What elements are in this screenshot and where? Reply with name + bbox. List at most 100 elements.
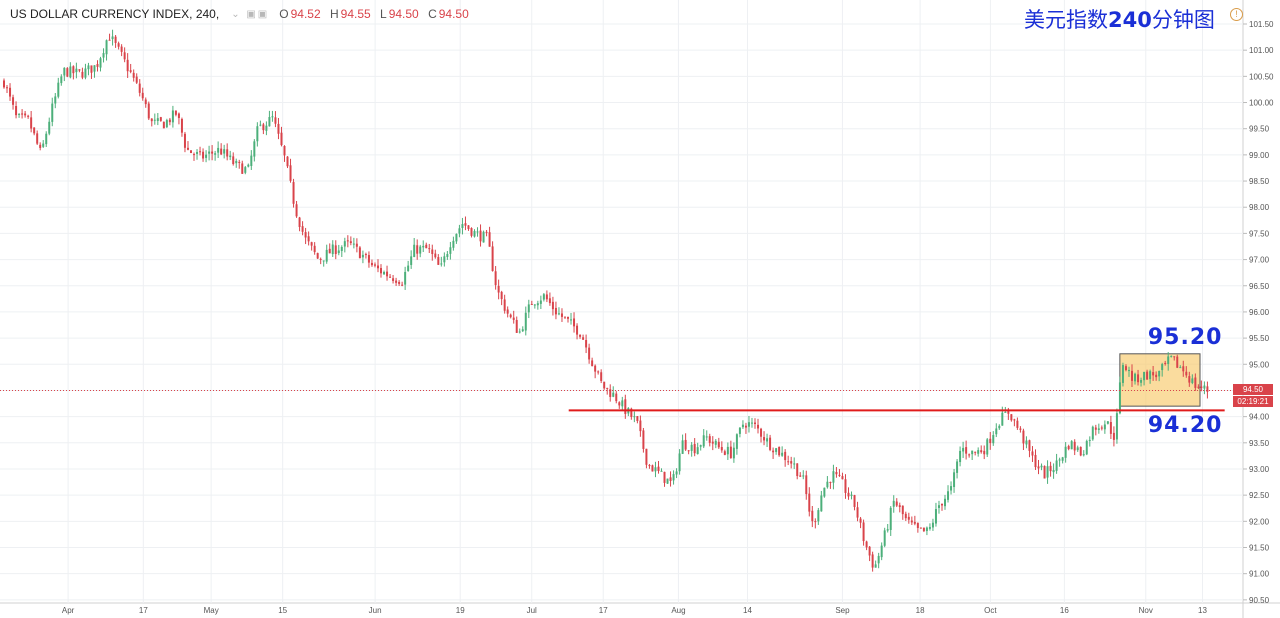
candle-body (380, 268, 383, 274)
y-tick-label: 92.00 (1249, 517, 1270, 526)
ohlc-values: O 94.52 H 94.55 L 94.50 C 94.50 (277, 7, 473, 21)
candle-body (1115, 413, 1118, 440)
candle-body (1031, 451, 1034, 456)
candle-body (738, 427, 741, 434)
legend-buttons[interactable]: ⌄ ▣▣ (231, 8, 270, 20)
x-tick-label: May (204, 606, 219, 615)
candle-body (959, 450, 962, 463)
candle-body (389, 276, 392, 278)
candle-body (904, 513, 907, 519)
price-axis[interactable]: 101.50 101.00 100.50 100.00 99.50 99.00 98.50 9… (1243, 20, 1274, 605)
y-tick-label: 99.50 (1249, 125, 1270, 134)
y-tick-label: 97.00 (1249, 256, 1270, 265)
candle-body (358, 247, 361, 259)
candle-body (500, 291, 503, 300)
candle-body (563, 316, 566, 318)
y-tick-label: 94.00 (1249, 413, 1270, 422)
candle-body (126, 59, 129, 72)
candle-body (660, 470, 663, 472)
candle-body (202, 151, 205, 159)
candle-body (841, 476, 844, 480)
candle-body (570, 319, 573, 321)
x-tick-label: 14 (743, 606, 752, 615)
y-tick-label: 96.00 (1249, 308, 1270, 317)
candle-body (835, 471, 838, 475)
y-tick-label: 93.00 (1249, 465, 1270, 474)
close-value: 94.50 (438, 7, 469, 21)
candle-body (1188, 376, 1191, 383)
candle-body (705, 436, 708, 438)
candle-body (895, 501, 898, 506)
candle-body (977, 450, 980, 454)
candle-body (886, 529, 889, 531)
candle-body (1140, 380, 1143, 383)
candle-body (24, 113, 27, 116)
candle-body (940, 503, 943, 506)
candle-body (99, 58, 102, 68)
candle-body (853, 495, 856, 507)
candle-body (838, 474, 841, 476)
candle-body (33, 127, 36, 134)
y-tick-label: 101.00 (1249, 46, 1274, 55)
candle-body (289, 165, 292, 181)
candle-body (702, 435, 705, 447)
y-tick-label: 97.50 (1249, 229, 1270, 238)
candle-body (717, 441, 720, 448)
candle-body (39, 144, 42, 148)
candle-body (663, 471, 666, 483)
candle-body (15, 105, 18, 116)
candle-body (1134, 373, 1137, 382)
candle-body (482, 231, 485, 243)
candle-body (392, 278, 395, 281)
candle-body (168, 119, 171, 123)
candle-body (196, 152, 199, 154)
range-box[interactable] (1119, 353, 1201, 407)
candle-body (621, 400, 624, 407)
candle-body (223, 149, 226, 154)
candle-body (1200, 386, 1203, 388)
candle-body (633, 416, 636, 418)
candle-body (334, 245, 337, 255)
symbol-name[interactable]: US DOLLAR CURRENCY INDEX, 240, (10, 7, 220, 21)
candle-body (9, 87, 12, 97)
candle-body (162, 121, 165, 129)
candle-body (687, 450, 690, 452)
candle-body (283, 146, 286, 156)
candle-body (956, 461, 959, 473)
x-tick-label: 13 (1198, 606, 1207, 615)
candle-body (265, 125, 268, 131)
candle-body (78, 69, 81, 71)
candle-body (847, 492, 850, 497)
candle-body (1040, 465, 1043, 468)
candle-body (512, 317, 515, 320)
candle-body (138, 83, 141, 93)
candle-body (183, 133, 186, 148)
candle-body (1064, 446, 1067, 458)
y-tick-label: 98.00 (1249, 203, 1270, 212)
high-value: 94.55 (340, 7, 371, 21)
candle-body (1176, 356, 1179, 368)
candle-body (72, 66, 75, 74)
candle-body (548, 298, 551, 304)
candle-body (750, 422, 753, 424)
candle-body (217, 147, 220, 153)
candle-body (42, 143, 45, 147)
candle-body (422, 245, 425, 248)
candle-body (1055, 460, 1058, 471)
candle-body (992, 435, 995, 444)
candle-body (551, 301, 554, 310)
candle-body (349, 241, 352, 244)
time-axis[interactable]: Apr 17 May 15 Jun 19 Jul 17 Aug 14 Sep 18 Oct 16 Nov 13 (62, 606, 1208, 615)
candle-body (1121, 365, 1124, 383)
candle-body (30, 117, 33, 129)
settings-icon[interactable]: ! (1230, 8, 1243, 21)
candle-body (416, 245, 419, 254)
y-tick-label: 98.50 (1249, 177, 1270, 186)
candle-body (1067, 446, 1070, 450)
candle-body (735, 434, 738, 449)
candle-body (455, 233, 458, 242)
candle-body (560, 313, 563, 317)
candle-body (778, 446, 781, 456)
candle-body (171, 110, 174, 123)
